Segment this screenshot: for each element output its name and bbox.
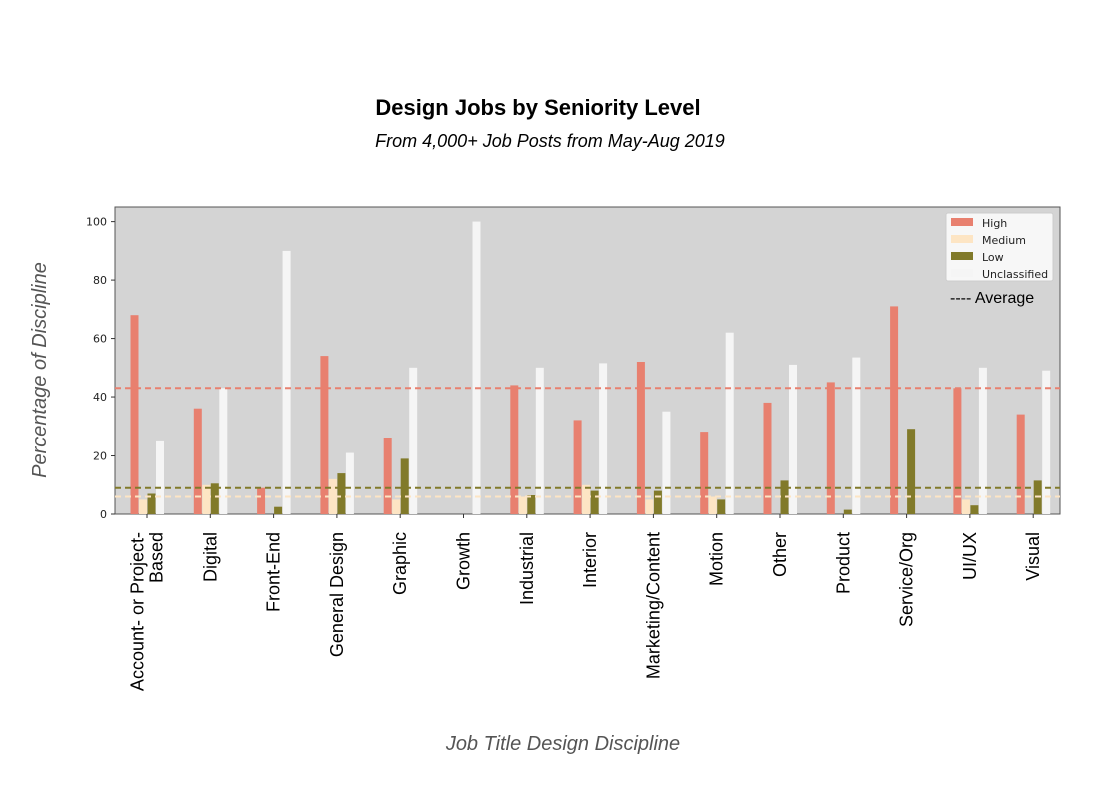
x-tick-label: Graphic [390, 532, 410, 595]
bar-unclassified-14 [1042, 370, 1051, 514]
bar-high-3 [320, 356, 329, 514]
legend-label-medium: Medium [982, 234, 1026, 247]
x-tick-label: Front-End [264, 532, 284, 612]
x-tick-label: Growth [454, 532, 474, 590]
bar-unclassified-2 [282, 250, 291, 514]
legend-label-unclassified: Unclassified [982, 268, 1048, 281]
y-tick-label: 0 [100, 508, 107, 521]
x-axis-label: Job Title Design Discipline [445, 733, 680, 755]
bar-low-13 [970, 505, 979, 514]
legend-label-high: High [982, 217, 1007, 230]
bar-high-14 [1016, 414, 1025, 514]
bar-low-1 [210, 483, 219, 514]
bar-medium-13 [961, 499, 970, 514]
bar-high-13 [953, 388, 962, 514]
bar-unclassified-11 [852, 357, 861, 514]
x-tick-label: Industrial [517, 532, 537, 605]
x-axis: Account- or Project-Based Digital Front-En… [128, 514, 1043, 691]
bar-low-10 [780, 480, 789, 514]
bar-low-11 [843, 509, 852, 514]
y-tick-label: 60 [93, 333, 107, 346]
bar-low-0 [147, 493, 156, 514]
bar-medium-1 [202, 484, 211, 514]
plot-area [114, 206, 1061, 515]
bar-medium-7 [582, 484, 591, 514]
bar-unclassified-1 [219, 388, 228, 514]
x-tick-label: Service/Org [897, 532, 917, 627]
y-axis-label: Percentage of Discipline [29, 262, 51, 478]
bar-high-1 [193, 408, 202, 514]
bar-medium-0 [139, 499, 147, 514]
x-tick-label: Visual [1023, 532, 1043, 581]
bar-medium-9 [708, 496, 717, 514]
bar-high-6 [510, 385, 519, 514]
bar-high-10 [763, 402, 772, 514]
x-tick-label: UI/UX [960, 532, 980, 580]
legend-label-low: Low [982, 251, 1004, 264]
bar-high-0 [130, 315, 139, 514]
x-tick-label: Digital [200, 532, 220, 582]
legend-swatch-medium [951, 235, 973, 243]
bar-unclassified-5 [472, 221, 481, 514]
bar-high-11 [826, 382, 835, 514]
bar-medium-8 [645, 499, 654, 514]
bar-high-4 [383, 438, 392, 514]
bar-high-8 [636, 362, 645, 514]
bar-low-8 [653, 490, 662, 514]
legend-swatch-high [951, 218, 973, 226]
bar-unclassified-3 [345, 452, 354, 514]
x-tick-label: Account- or Project-Based [128, 532, 167, 691]
bar-low-4 [400, 458, 409, 514]
bar-low-9 [717, 499, 726, 514]
bar-high-7 [573, 420, 582, 514]
bar-low-7 [590, 490, 599, 514]
legend: High Medium Low Unclassified [945, 212, 1054, 282]
legend-swatch-low [951, 252, 973, 260]
y-tick-label: 80 [93, 274, 107, 287]
bar-unclassified-9 [725, 332, 734, 514]
x-tick-label: General Design [327, 532, 347, 657]
bar-high-2 [257, 487, 266, 514]
x-tick-label: Marketing/Content [643, 532, 663, 679]
average-note: ---- Average [950, 290, 1034, 307]
y-tick-label: 20 [93, 450, 107, 463]
legend-box [945, 212, 1054, 282]
x-tick-label: Motion [707, 532, 727, 586]
y-axis: 0 20 40 60 80 100 [86, 216, 115, 521]
bar-unclassified-7 [599, 363, 608, 514]
bar-low-2 [274, 506, 283, 514]
bar-low-6 [527, 495, 536, 514]
bar-unclassified-8 [662, 411, 671, 514]
bar-medium-3 [328, 478, 337, 514]
bar-low-3 [337, 473, 346, 514]
x-tick-label: Other [770, 532, 790, 577]
bar-high-12 [890, 306, 899, 514]
chart-subtitle: From 4,000+ Job Posts from May-Aug 2019 [375, 131, 725, 151]
bar-unclassified-13 [978, 367, 987, 514]
bar-unclassified-6 [535, 367, 544, 514]
x-tick-label: Interior [580, 532, 600, 588]
bar-low-12 [907, 429, 916, 514]
average-lines [115, 387, 1060, 498]
x-tick-label: Product [833, 532, 853, 594]
bar-unclassified-4 [409, 367, 418, 514]
bar-medium-4 [392, 499, 401, 514]
chart-title: Design Jobs by Seniority Level [375, 95, 700, 120]
bar-unclassified-0 [156, 440, 164, 514]
y-tick-label: 100 [86, 216, 107, 229]
bar-medium-6 [518, 496, 527, 514]
bar-high-9 [700, 432, 709, 514]
y-tick-label: 40 [93, 391, 107, 404]
legend-swatch-unclassified [951, 269, 973, 277]
bar-unclassified-10 [789, 364, 797, 514]
bars-layer [130, 221, 1051, 514]
